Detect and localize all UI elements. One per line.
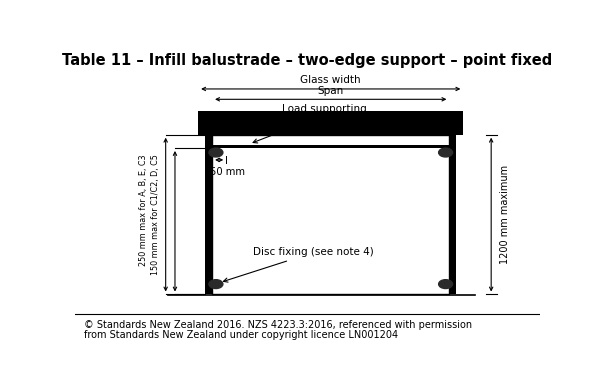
Text: Glass width: Glass width — [301, 75, 361, 85]
Bar — [442, 111, 456, 295]
Circle shape — [209, 148, 223, 157]
Circle shape — [209, 280, 223, 288]
Circle shape — [439, 148, 452, 157]
Bar — [198, 111, 463, 135]
Text: 50 mm: 50 mm — [210, 167, 245, 177]
Text: Span: Span — [317, 86, 344, 96]
Text: Table 11 – Infill balustrade – two-edge support – point fixed: Table 11 – Infill balustrade – two-edge … — [62, 53, 553, 68]
Text: © Standards New Zealand 2016. NZS 4223.3:2016, referenced with permission: © Standards New Zealand 2016. NZS 4223.3… — [84, 321, 472, 331]
Text: Load supporting
handrail: Load supporting handrail — [253, 104, 367, 143]
Circle shape — [439, 280, 452, 288]
Text: from Standards New Zealand under copyright licence LN001204: from Standards New Zealand under copyrig… — [84, 330, 398, 340]
Bar — [205, 111, 219, 295]
Text: Disc fixing (see note 4): Disc fixing (see note 4) — [223, 248, 374, 282]
Text: 1200 mm maximum: 1200 mm maximum — [500, 165, 511, 264]
Bar — [212, 135, 449, 295]
Bar — [212, 145, 449, 148]
Text: 250 mm max for A, B, E, C3
150 mm max for C1/C2, D, C5: 250 mm max for A, B, E, C3 150 mm max fo… — [139, 154, 160, 275]
